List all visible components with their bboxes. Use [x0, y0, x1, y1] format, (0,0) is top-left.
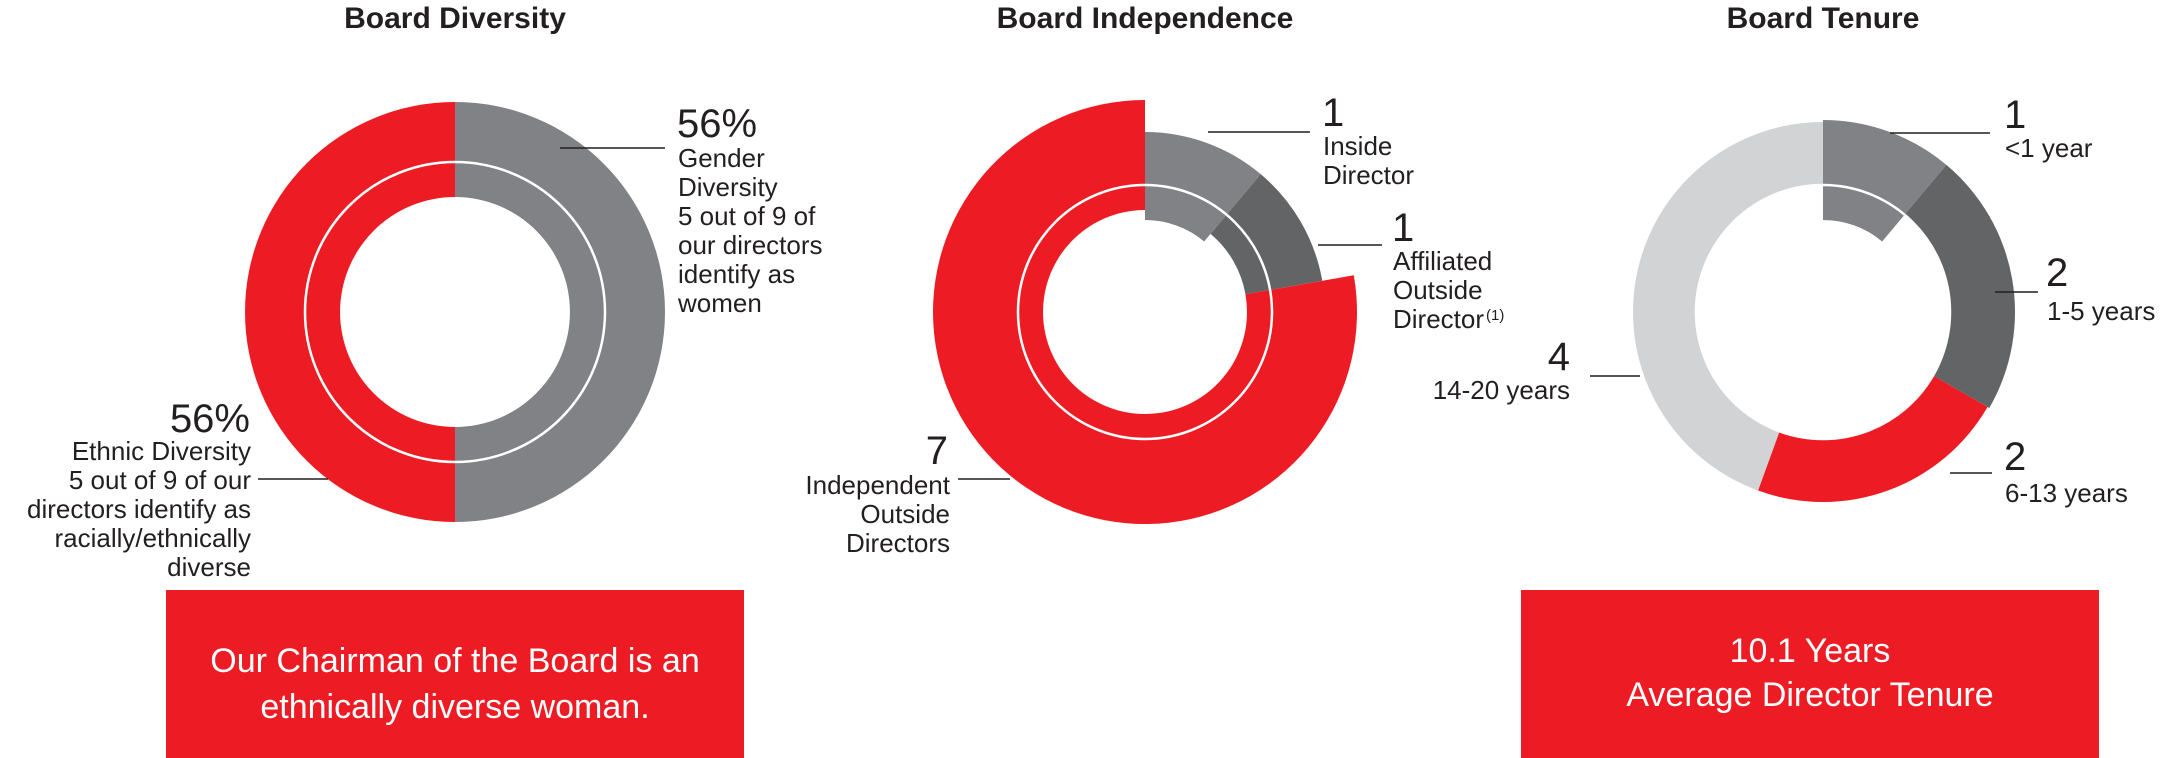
- inside-director-line: Director: [1323, 160, 1414, 190]
- board-independence-title: Board Independence: [997, 2, 1294, 35]
- inside-director-annotation: 1 Inside Director: [1322, 91, 1414, 190]
- ethnic-line: diverse: [167, 552, 251, 582]
- tenure-1to5-label: 1-5 years: [2047, 296, 2155, 326]
- ethnic-diversity-annotation: 56% Ethnic Diversity 5 out of 9 of our d…: [27, 397, 251, 582]
- ethnic-diversity-arc: [305, 162, 455, 462]
- gender-other-arc: [245, 102, 455, 522]
- board-independence-donut: [933, 100, 1358, 524]
- tenure-lt1-annotation: 1 <1 year: [2004, 93, 2093, 163]
- affiliated-director-line-text: Director: [1393, 304, 1484, 334]
- board-independence-chart: Board Independence 1 Inside Director 1 A…: [805, 2, 1504, 558]
- tenure-1to5-count: 2: [2046, 251, 2068, 295]
- board-diversity-chart: Board Diversity 56% Gender Diversity 5 o…: [27, 2, 823, 758]
- slice-inside-director: [1145, 132, 1261, 242]
- ethnic-line: directors identify as: [27, 494, 251, 524]
- ethnic-line: 5 out of 9 of our: [69, 465, 251, 495]
- gender-line: 5 out of 9 of: [678, 201, 816, 231]
- tenure-14to20-annotation: 4 14-20 years: [1433, 335, 1570, 405]
- average-tenure-value: 10.1 Years: [1730, 632, 1891, 670]
- gender-diversity-percent: 56%: [677, 102, 757, 146]
- inside-director-count: 1: [1322, 91, 1344, 135]
- tenure-14to20-count: 4: [1548, 335, 1570, 379]
- gender-diversity-arc: [455, 102, 665, 522]
- tenure-6to13-annotation: 2 6-13 years: [2004, 435, 2128, 508]
- independent-director-annotation: 7 Independent Outside Directors: [805, 429, 950, 558]
- independent-director-line: Independent: [805, 470, 950, 500]
- tenure-6to13-label: 6-13 years: [2005, 478, 2128, 508]
- affiliated-director-annotation: 1 Affiliated Outside Director (1): [1392, 206, 1504, 334]
- chairman-callout-box: Our Chairman of the Board is an ethnical…: [166, 590, 744, 758]
- chairman-callout-line: Our Chairman of the Board is an: [210, 642, 699, 680]
- gender-line: identify as: [678, 259, 795, 289]
- tenure-1to5-annotation: 2 1-5 years: [2046, 251, 2155, 326]
- ethnic-other-arc: [455, 162, 605, 462]
- tenure-6to13-count: 2: [2004, 435, 2026, 479]
- affiliated-director-line: Affiliated: [1393, 246, 1492, 276]
- independent-director-line: Directors: [846, 528, 950, 558]
- gender-line: Diversity: [678, 172, 778, 202]
- board-tenure-ring-divider: [1694, 183, 1952, 441]
- slice-independent-outside-directors: [933, 100, 1358, 524]
- slice-affiliated-outside-director: [1210, 174, 1323, 295]
- affiliated-director-line: Director (1): [1393, 304, 1504, 334]
- gender-line: Gender: [678, 143, 765, 173]
- independent-director-line: Outside: [860, 499, 950, 529]
- gender-diversity-annotation: 56% Gender Diversity 5 out of 9 of our d…: [677, 102, 823, 318]
- ethnic-line: Ethnic Diversity: [72, 436, 251, 466]
- gender-line: our directors: [678, 230, 823, 260]
- inside-director-line: Inside: [1323, 131, 1392, 161]
- footnote-marker: (1): [1486, 307, 1504, 324]
- board-tenure-donut: [1633, 120, 2016, 502]
- slice-1-5-years: [1904, 164, 2016, 408]
- board-tenure-chart: Board Tenure 1 <1 year 2 1-5 years 2 6-1…: [1433, 2, 2155, 758]
- ethnic-diversity-percent: 56%: [170, 397, 250, 441]
- average-tenure-label: Average Director Tenure: [1626, 676, 1993, 714]
- ethnic-line: racially/ethnically: [54, 523, 251, 553]
- tenure-lt1-count: 1: [2004, 93, 2026, 137]
- board-independence-ring-divider: [1016, 183, 1274, 441]
- slice-1-year: [1823, 120, 1947, 242]
- affiliated-director-count: 1: [1392, 206, 1414, 250]
- tenure-14to20-label: 14-20 years: [1433, 375, 1570, 405]
- gender-line: women: [677, 288, 762, 318]
- slice-6-13-years: [1758, 375, 1988, 502]
- affiliated-director-line: Outside: [1393, 275, 1483, 305]
- slice-14-20-years: [1633, 122, 1823, 491]
- board-diversity-ring-divider: [303, 160, 607, 464]
- tenure-lt1-label: <1 year: [2005, 133, 2093, 163]
- independent-director-count: 7: [926, 429, 948, 473]
- chairman-callout-line: ethnically diverse woman.: [260, 688, 649, 726]
- board-tenure-title: Board Tenure: [1727, 2, 1920, 35]
- average-tenure-callout-box: 10.1 Years Average Director Tenure: [1521, 590, 2099, 758]
- board-diversity-donut: [245, 102, 665, 522]
- board-diversity-title: Board Diversity: [344, 2, 566, 35]
